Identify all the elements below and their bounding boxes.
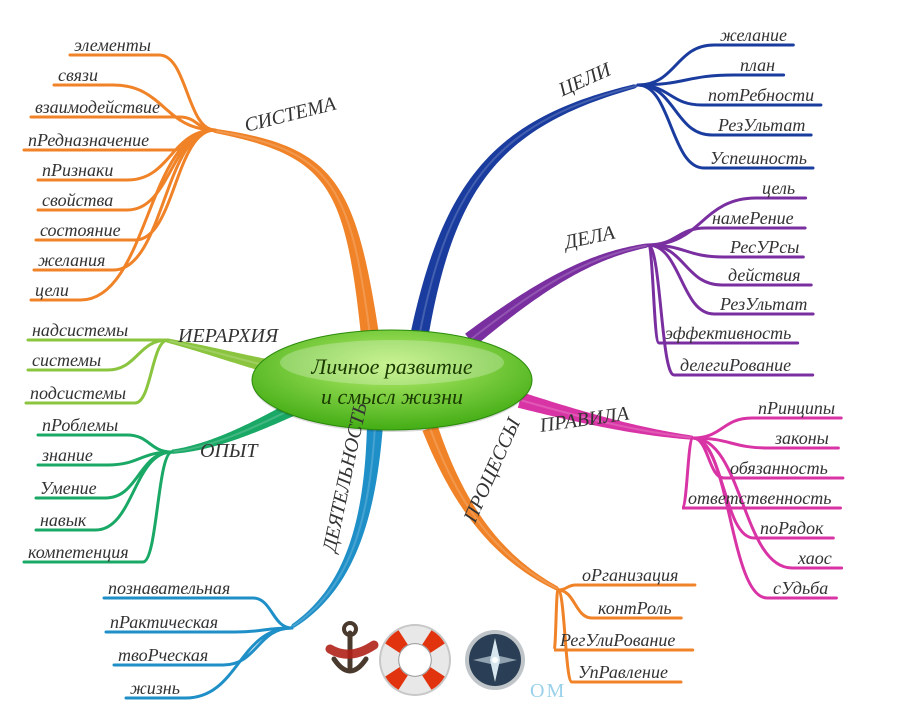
leaf-opyt: пРоблемы [42, 415, 118, 436]
leaf-pravila: пРинципы [758, 398, 835, 419]
leaf-dela: РесУРсы [730, 237, 799, 258]
leaf-sistema: состояние [40, 220, 121, 241]
branch-label-ierarhia: ИЕРАРХИЯ [178, 325, 278, 348]
branch-label-opyt: ОПЫТ [200, 440, 257, 463]
leaf-opyt: компетенция [28, 542, 129, 563]
leaf-dela: цель [762, 178, 795, 199]
leaf-process: РегУлиРование [560, 630, 675, 651]
leaf-sistema: желания [38, 250, 105, 271]
leaf-dela: РезУльтат [720, 294, 807, 315]
leaf-sistema: взаимодействие [35, 97, 160, 118]
leaf-sistema: пРедназначение [28, 130, 149, 151]
leaf-sistema: пРизнаки [42, 160, 113, 181]
leaf-sistema: свойства [42, 190, 113, 211]
leaf-process: УпРавление [578, 662, 668, 683]
leaf-dela: действия [728, 265, 800, 286]
leaf-dela: делегиРование [680, 355, 791, 376]
leaf-ierarhia: подсистемы [30, 383, 126, 404]
leaf-celi: РезУльтат [718, 115, 805, 136]
leaf-opyt: Умение [40, 478, 97, 499]
leaf-celi: план [740, 55, 775, 76]
leaf-celi: Успешность [710, 148, 807, 169]
leaf-opyt: знание [42, 445, 93, 466]
leaf-dela: намеРение [712, 208, 794, 229]
leaf-deyat: жизнь [130, 678, 180, 699]
leaf-process: оРганизация [582, 565, 678, 586]
leaf-deyat: познавательная [108, 578, 230, 599]
leaf-deyat: твоРческая [118, 645, 208, 666]
leaf-pravila: ответственность [688, 488, 831, 509]
leaf-dela: эффективность [665, 323, 791, 344]
leaf-celi: желание [720, 25, 787, 46]
leaf-pravila: сУдьба [773, 578, 828, 599]
mindmap-stage: { "type": "mindmap", "canvas": { "w": 90… [0, 0, 901, 711]
leaf-celi: потРебности [708, 85, 814, 106]
leaf-ierarhia: системы [32, 350, 101, 371]
leaf-deyat: пРактическая [110, 612, 218, 633]
leaf-pravila: хаос [798, 548, 832, 569]
leaf-pravila: законы [775, 428, 829, 449]
leaf-pravila: обязанность [730, 458, 828, 479]
leaf-sistema: элементы [74, 35, 151, 56]
leaf-sistema: связи [58, 65, 98, 86]
leaf-pravila: поРядок [760, 518, 823, 539]
leaf-process: контРоль [598, 598, 672, 619]
leaf-opyt: навык [40, 510, 86, 531]
watermark: ОМ [530, 680, 566, 703]
leaf-sistema: цели [35, 280, 69, 301]
leaf-ierarhia: надсистемы [32, 320, 128, 341]
